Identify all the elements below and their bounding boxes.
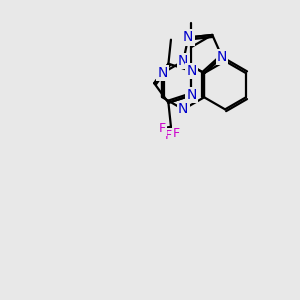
Text: F: F bbox=[159, 122, 166, 135]
Text: N: N bbox=[157, 66, 167, 80]
Text: N: N bbox=[217, 50, 227, 64]
Text: N: N bbox=[178, 54, 188, 68]
Text: N: N bbox=[183, 31, 194, 44]
Text: F: F bbox=[164, 129, 172, 142]
Text: N: N bbox=[178, 102, 188, 116]
Text: N: N bbox=[186, 64, 197, 78]
Text: N: N bbox=[186, 88, 197, 102]
Text: F: F bbox=[173, 127, 180, 140]
